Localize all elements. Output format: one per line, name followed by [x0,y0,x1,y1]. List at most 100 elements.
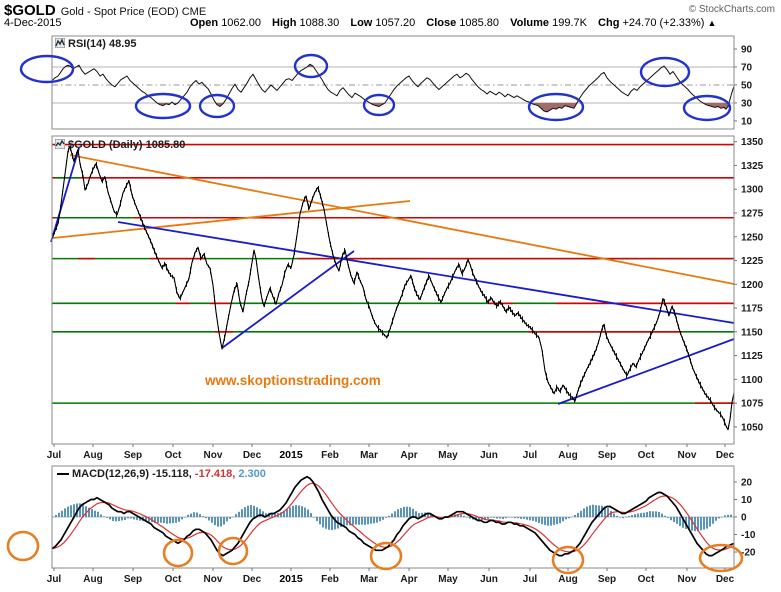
axis-label: Dec [243,574,262,585]
axis-label: Mar [360,574,378,585]
axis-label: 50 [741,80,753,91]
close-value: 1085.80 [459,17,500,29]
axis-label: 30 [741,98,753,109]
rsi-legend-text: RSI(14) 48.95 [68,38,137,50]
rsi-signal-ellipse [198,93,236,119]
axis-label: 1225 [741,256,764,267]
axis-label: Nov [204,450,223,461]
axis-label: Aug [558,450,577,461]
axis-label: Aug [83,450,102,461]
close-label: Close [426,17,457,29]
axis-label: Feb [321,450,339,461]
axis-label: Jun [480,450,498,461]
symbol: $GOLD [4,2,56,19]
axis-label: 1200 [741,280,764,291]
axis-label: 1125 [741,351,763,362]
high-label: High [272,17,297,29]
axis-label: Jul [523,574,538,585]
axis-label: May [438,450,458,461]
rsi-signal-ellipse [19,54,75,84]
axis-label: Aug [83,574,102,585]
volume-value: 199.7K [552,17,587,29]
low-value: 1057.20 [375,17,416,29]
rsi-signal-ellipse [293,53,329,79]
axis-label: 1075 [741,399,764,410]
axis-label: 1100 [741,375,763,386]
rsi-signal-ellipse [362,93,396,117]
axis-label: Nov [204,574,223,585]
axis-label: 70 [741,63,753,74]
axis-label: 1350 [741,137,764,148]
symbol-description: Gold - Spot Price (EOD) CME [60,6,207,18]
axis-label: Apr [400,450,417,461]
axis-label: Oct [638,450,655,461]
rsi-panel: 90 70 50 30 10 [19,35,753,130]
open-label: Open [190,17,219,29]
macd-legend-text: MACD(12,26,9) [72,468,150,480]
quote-date: 4-Dec-2015 [4,17,62,29]
axis-label: Dec [716,574,735,585]
open-value: 1062.00 [221,17,261,29]
macd-legend: MACD(12,26,9) -15.118, -17.418, 2.300 [57,468,266,481]
axis-label: Jul [47,574,62,585]
axis-label: 10 [741,495,753,506]
axis-label: 10 [741,116,753,127]
axis-label: -10 [741,530,756,541]
axis-label: May [438,574,458,585]
chg-value: +24.70 (+2.33%) [622,17,705,29]
axis-label: Dec [243,450,262,461]
volume-label: Volume [510,17,550,29]
axis-label: Aug [558,574,577,585]
axis-label: 1150 [741,327,763,338]
axis-label: 1325 [741,161,764,172]
axis-label: Jun [480,574,498,585]
rsi-signal-ellipse [527,92,585,122]
macd-signal-value: -17.418, [194,468,236,480]
price-legend: $GOLD (Daily) 1085.80 [54,138,186,152]
axis-label: 1175 [741,304,763,315]
macd-signal-circle [369,541,403,571]
axis-label: Oct [638,574,655,585]
macd-panel: 20 10 0 -10 -20 Jul Aug Sep Oct Nov Dec 2015 Feb Mar A… [6,465,756,585]
macd-signal-circle [698,543,744,573]
axis-label: Sep [598,450,616,461]
macd-hist-value: 2.300 [238,468,266,480]
ohlc-quote: Open 1062.00 High 1088.30 Low 1057.20 Cl… [182,17,716,29]
rsi-legend: RSI(14) 48.95 [54,37,137,51]
axis-label: Oct [165,450,182,461]
price-panel: 1350 1325 1300 1275 1250 1225 1200 1175 1150 1125… [47,135,764,461]
watermark: www.skoptionstrading.com [205,373,381,388]
axis-label: Sep [124,574,142,585]
axis-label: 1050 [741,422,764,433]
rsi-signal-ellipse [682,94,732,122]
axis-label: 1300 [741,185,764,196]
up-arrow-icon: ▲ [707,18,717,28]
macd-signal-circle [551,545,585,575]
macd-signal-circle [162,538,194,568]
macd-line-swatch-icon [57,469,69,481]
rsi-signal-ellipse [639,56,691,88]
axis-label: -20 [741,548,756,559]
axis-label: 1250 [741,232,764,243]
axis-label: Sep [124,450,142,461]
axis-label: Dec [716,450,735,461]
axis-label: Feb [321,574,339,585]
axis-label: Nov [678,574,697,585]
axis-label: Oct [165,574,182,585]
axis-label: 0 [741,513,747,524]
rsi-signal-ellipse [134,92,192,120]
macd-signal-circle [217,536,249,566]
axis-label: Apr [400,574,417,585]
high-value: 1088.30 [299,17,340,29]
chart-type-icon [54,138,66,152]
axis-label: 20 [741,477,753,488]
axis-label: 2015 [279,449,303,461]
macd-signal-circle [6,530,40,562]
chart-header: $GOLD Gold - Spot Price (EOD) CME [4,2,777,20]
stockcharts-credit: © StockCharts.com [688,4,775,15]
axis-label: Jul [47,450,62,461]
price-legend-text: $GOLD (Daily) 1085.80 [68,139,186,151]
axis-label: Nov [678,450,697,461]
axis-label: 90 [741,45,753,56]
